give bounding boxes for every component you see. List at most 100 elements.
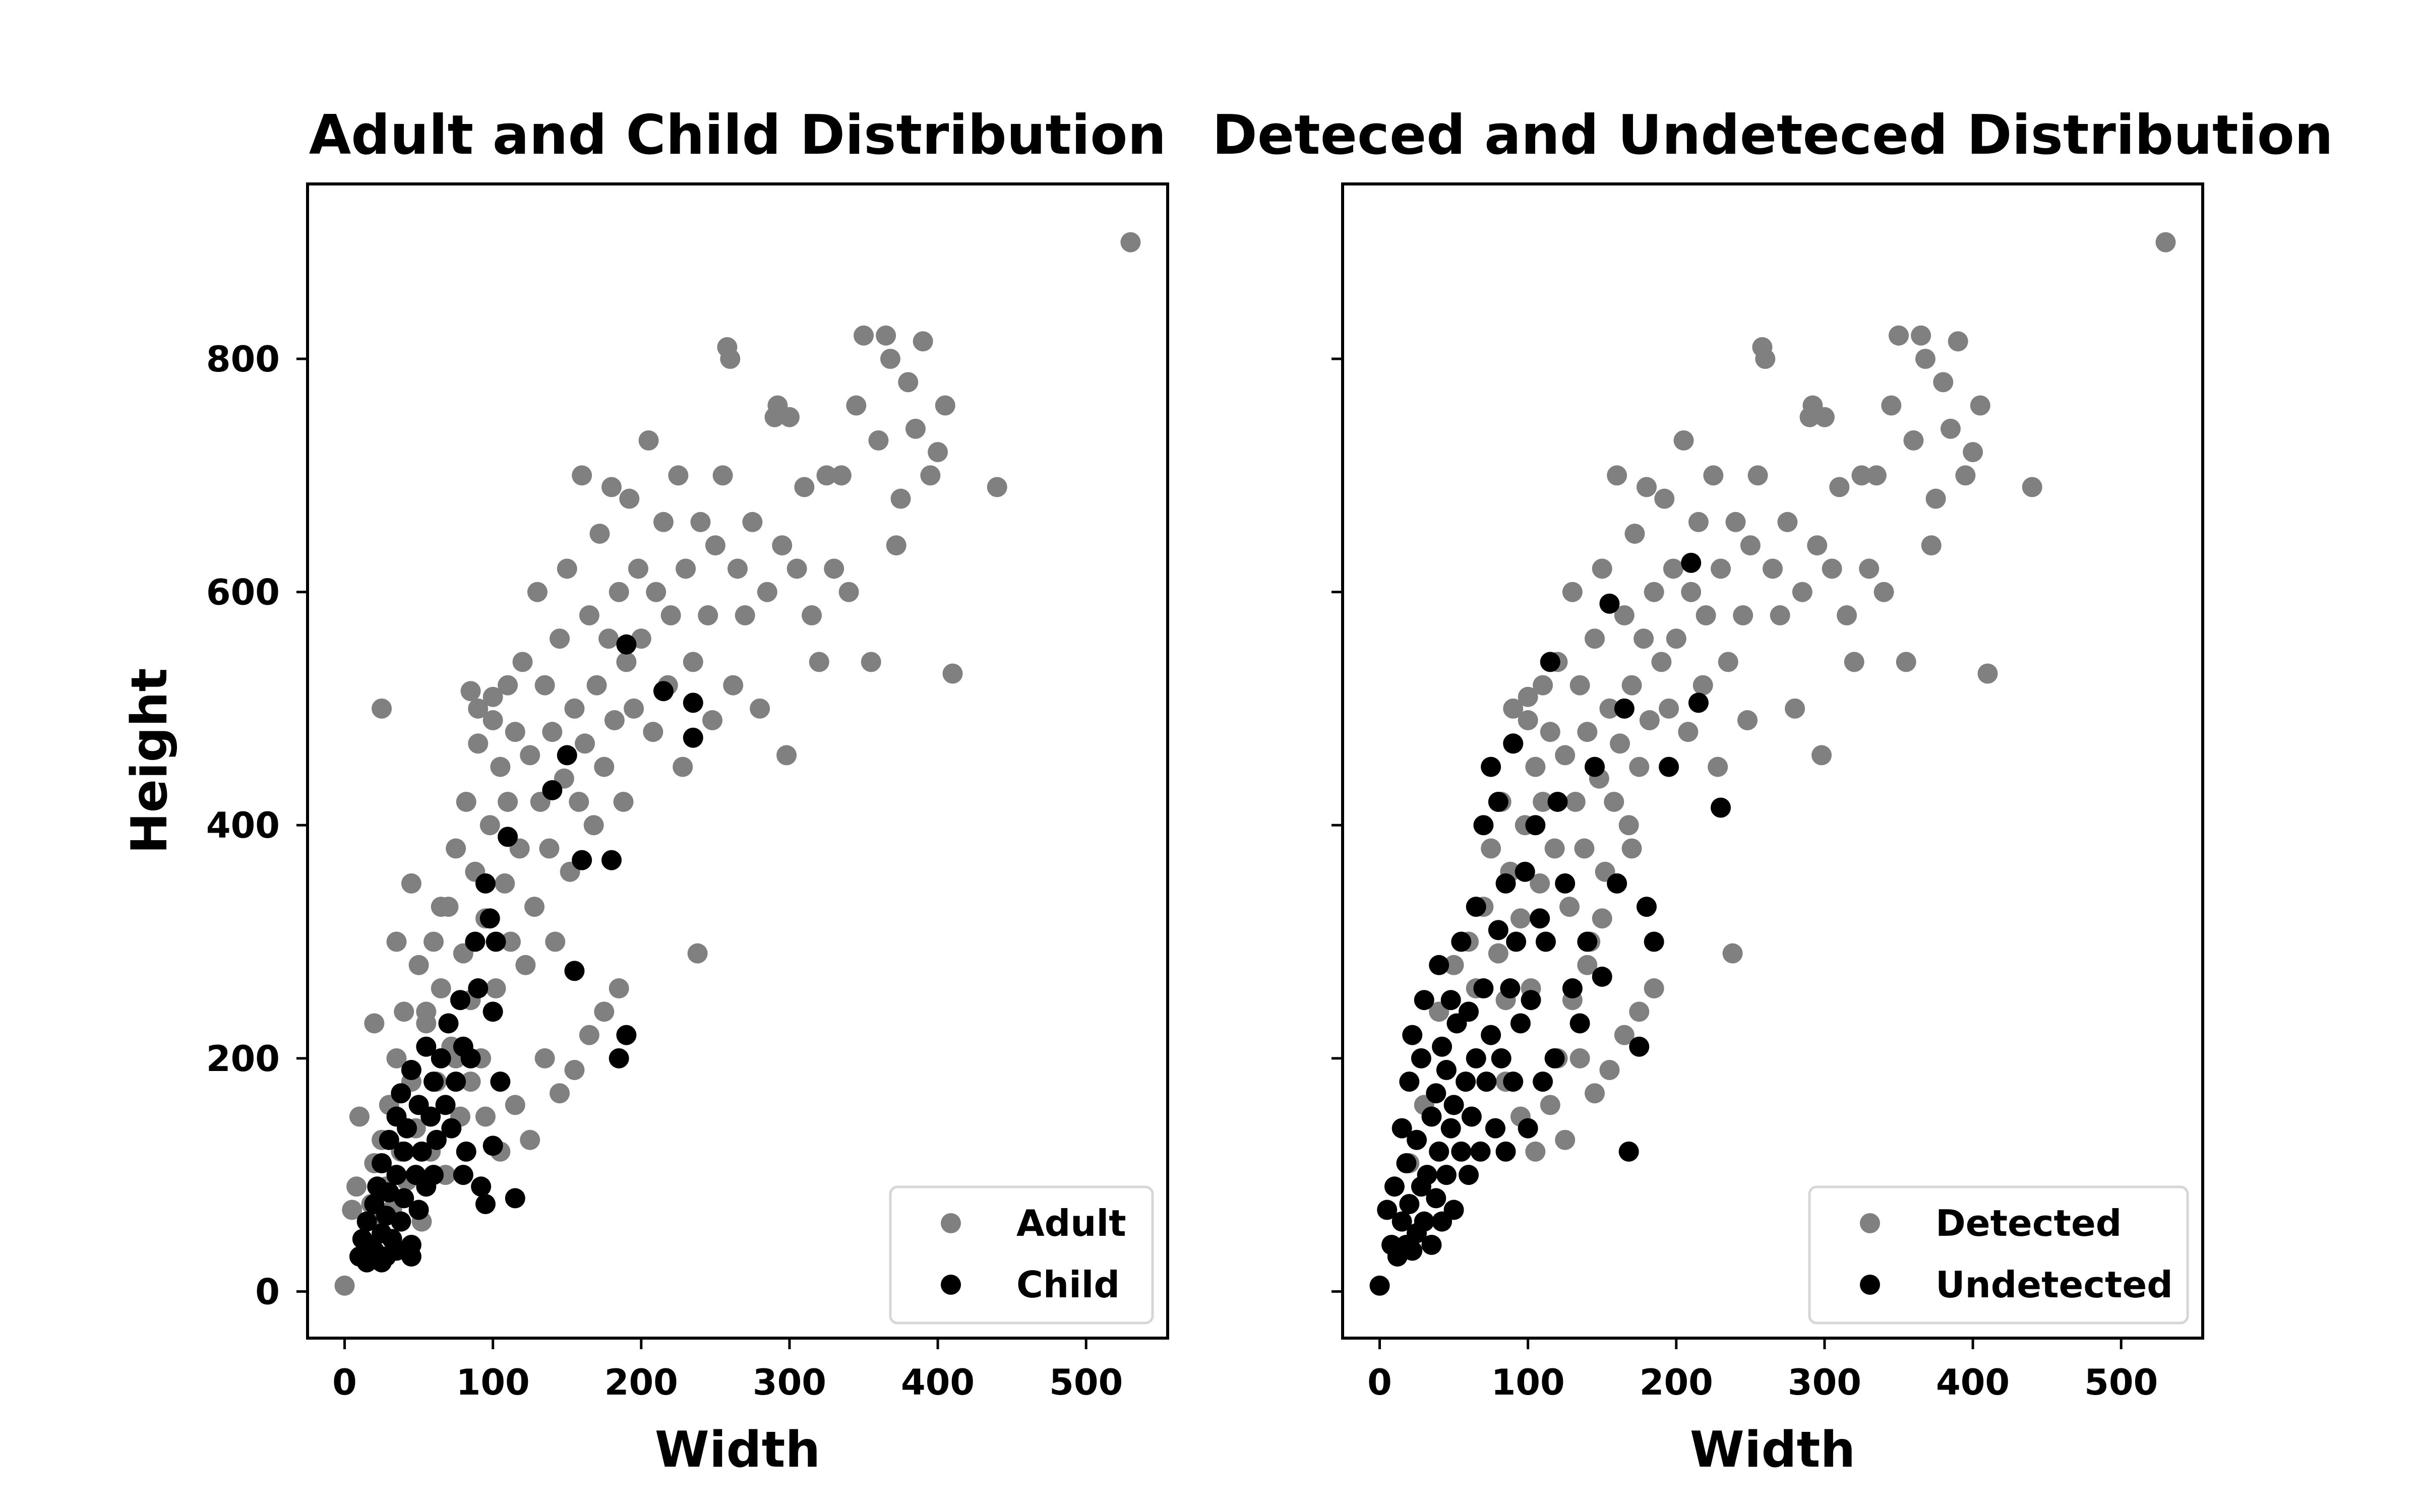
data-point <box>1540 1095 1560 1115</box>
data-point <box>594 757 615 777</box>
data-point <box>861 652 881 672</box>
data-point <box>1644 931 1664 952</box>
data-point <box>735 605 755 625</box>
data-point <box>498 675 518 696</box>
data-point <box>498 827 518 847</box>
data-point <box>1466 897 1486 917</box>
data-point <box>1421 1234 1442 1255</box>
data-point <box>505 1188 525 1209</box>
data-point <box>1792 582 1812 602</box>
data-point <box>646 582 667 602</box>
data-point <box>579 605 599 625</box>
data-point <box>1473 978 1494 999</box>
data-point <box>515 955 536 975</box>
data-point <box>1970 395 1990 416</box>
data-point <box>1377 1200 1398 1220</box>
data-point <box>1414 1211 1434 1232</box>
data-point <box>534 1048 555 1068</box>
data-point <box>1402 1240 1423 1261</box>
data-point <box>1485 1118 1505 1139</box>
data-point <box>772 535 793 556</box>
data-point <box>1663 558 1683 579</box>
data-point <box>1466 1048 1486 1068</box>
data-point <box>616 652 637 672</box>
data-point <box>1896 652 1916 672</box>
data-point <box>453 1165 473 1185</box>
data-point <box>1426 1083 1446 1104</box>
data-point <box>824 558 844 579</box>
y-tick-label: 0 <box>255 1271 280 1312</box>
data-point <box>1525 757 1546 777</box>
data-point <box>1491 1048 1511 1068</box>
data-point <box>1510 908 1531 929</box>
data-point <box>1666 628 1686 649</box>
data-point <box>1747 465 1768 486</box>
data-point <box>1555 745 1576 766</box>
data-point <box>1577 722 1598 742</box>
data-point <box>794 477 815 497</box>
data-point <box>431 897 451 917</box>
data-point <box>876 325 896 346</box>
x-tick-label: 500 <box>2084 1362 2158 1403</box>
data-point <box>1525 815 1546 836</box>
data-point <box>416 1001 437 1022</box>
data-point <box>460 681 481 702</box>
data-point <box>372 1252 392 1273</box>
data-point <box>1911 325 1931 346</box>
data-point <box>550 628 570 649</box>
data-point <box>1510 1013 1531 1034</box>
data-point <box>1569 675 1590 696</box>
data-point <box>886 535 906 556</box>
data-point <box>468 978 489 999</box>
data-point <box>424 931 444 952</box>
legend-marker <box>941 1213 961 1233</box>
data-point <box>1618 815 1639 836</box>
data-point <box>505 722 525 742</box>
data-point <box>1881 395 1902 416</box>
data-point <box>1851 465 1872 486</box>
data-point <box>1488 943 1508 964</box>
data-point <box>1654 488 1675 509</box>
data-point <box>1540 722 1560 742</box>
data-point <box>391 1211 411 1232</box>
data-point <box>776 745 797 766</box>
data-point <box>1569 1048 1590 1068</box>
data-point <box>416 1036 437 1057</box>
legend-label: Detected <box>1935 1202 2122 1244</box>
data-point <box>935 395 955 416</box>
data-point <box>624 698 644 719</box>
data-point <box>1811 745 1832 766</box>
data-point <box>446 1072 466 1092</box>
data-point <box>1525 1141 1546 1162</box>
y-axis-label: Height <box>121 668 178 854</box>
data-point <box>460 1048 481 1068</box>
data-point <box>1651 652 1672 672</box>
data-point <box>683 727 703 748</box>
data-point <box>1678 722 1699 742</box>
data-point <box>1673 430 1694 451</box>
data-point <box>1459 1001 1479 1022</box>
data-point <box>1399 1193 1420 1214</box>
data-point <box>1414 990 1434 1011</box>
data-point <box>1822 558 1842 579</box>
data-point <box>1696 605 1716 625</box>
data-point <box>379 1129 399 1150</box>
data-point <box>1562 978 1583 999</box>
data-point <box>1470 1141 1491 1162</box>
tick-group: 0 100 200 300 400 500 <box>1332 357 2158 1403</box>
x-tick-label: 400 <box>901 1362 975 1403</box>
data-point <box>1443 1200 1464 1220</box>
data-point <box>1940 418 1961 439</box>
x-tick-label: 100 <box>456 1362 530 1403</box>
x-tick-label: 300 <box>1788 1362 1861 1403</box>
data-point <box>490 1072 511 1092</box>
data-point <box>475 873 496 894</box>
data-point <box>653 512 674 532</box>
chart-title: Adult and Child Distribution <box>309 104 1167 167</box>
data-point <box>1530 908 1550 929</box>
data-point <box>616 634 637 655</box>
data-point <box>334 1275 355 1296</box>
data-point <box>1859 558 1880 579</box>
data-point <box>1421 1106 1442 1127</box>
x-tick-label: 100 <box>1491 1362 1565 1403</box>
